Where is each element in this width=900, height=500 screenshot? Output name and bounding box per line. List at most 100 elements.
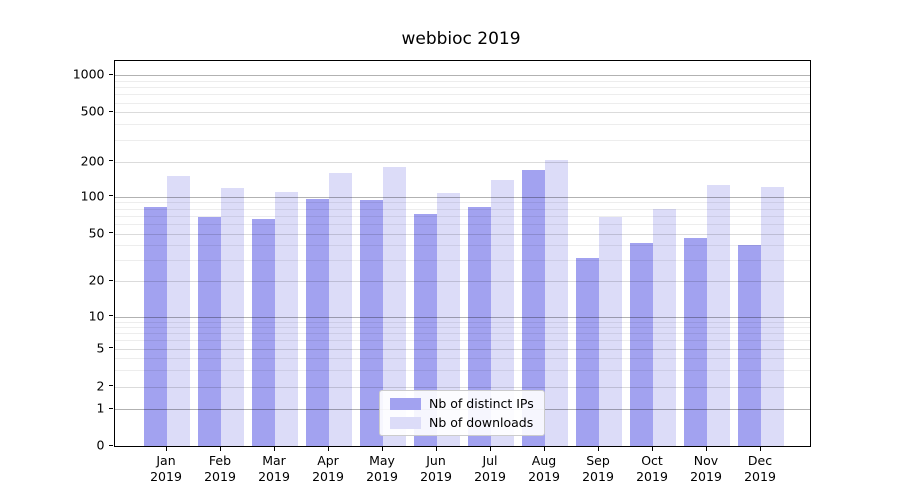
y-tick-mark-0 (108, 444, 113, 446)
bar-feb-downloads (221, 187, 244, 446)
y-tick-label-500: 500 (80, 103, 105, 119)
bar-may-distinct-ips (360, 200, 383, 446)
gridline-y-2 (114, 386, 810, 388)
y-tick-mark-500 (108, 110, 113, 113)
x-tick-label-dec: Dec 2019 (744, 453, 776, 484)
y-tick-label-20: 20 (88, 272, 105, 288)
gridline-y-40 (114, 245, 810, 247)
bar-apr-distinct-ips (306, 198, 329, 446)
y-tick-label-1000: 1000 (72, 66, 105, 82)
x-tick-mark-jun (435, 446, 437, 451)
gridline-y-70 (114, 215, 810, 217)
bar-mar-distinct-ips (252, 218, 275, 446)
gridline-y-800 (114, 87, 810, 88)
bar-jun-distinct-ips (414, 214, 437, 446)
x-tick-mark-jan (165, 446, 167, 451)
gridline-y-9 (114, 321, 810, 323)
bar-may-downloads (383, 167, 406, 446)
x-tick-label-jul: Jul 2019 (474, 453, 506, 484)
legend-item-distinct-ips: Nb of distinct IPs (380, 396, 544, 411)
gridline-y-80 (114, 208, 810, 210)
gridline-y-100 (114, 196, 810, 198)
x-tick-label-feb: Feb 2019 (204, 453, 236, 484)
legend-swatch-downloads (390, 416, 421, 429)
y-tick-mark-200 (108, 160, 113, 162)
gridline-y-50 (114, 233, 810, 235)
bar-aug-downloads (545, 159, 568, 446)
x-tick-label-jun: Jun 2019 (420, 453, 452, 484)
gridline-y-1000 (114, 75, 810, 76)
y-tick-mark-10 (108, 315, 113, 317)
x-tick-mark-sep (597, 446, 599, 451)
gridline-y-6 (114, 340, 810, 342)
bar-sep-downloads (599, 217, 622, 446)
x-tick-label-oct: Oct 2019 (636, 453, 668, 484)
gridline-y-700 (114, 94, 810, 96)
y-tick-label-5: 5 (96, 340, 105, 355)
gridline-y-20 (114, 281, 810, 282)
x-tick-mark-apr (327, 446, 329, 451)
bar-aug-distinct-ips (522, 169, 545, 446)
y-tick-label-2: 2 (96, 378, 105, 393)
x-tick-mark-dec (759, 446, 761, 451)
y-tick-mark-5 (108, 347, 113, 349)
gridline-y-3 (114, 369, 810, 371)
x-tick-mark-feb (219, 446, 221, 451)
gridline-y-60 (114, 224, 810, 225)
gridline-y-900 (114, 80, 810, 82)
gridline-y-30 (114, 260, 810, 262)
x-tick-label-sep: Sep 2019 (582, 453, 614, 484)
bar-jan-distinct-ips (144, 207, 167, 446)
legend-label-distinct-ips: Nb of distinct IPs (429, 396, 534, 411)
bar-dec-downloads (761, 187, 784, 446)
x-tick-mark-oct (651, 446, 653, 451)
y-tick-label-0: 0 (96, 437, 105, 453)
bar-nov-distinct-ips (684, 238, 707, 446)
y-tick-mark-50 (108, 232, 113, 234)
y-tick-label-100: 100 (80, 188, 105, 204)
x-tick-label-nov: Nov 2019 (690, 453, 722, 484)
x-tick-mark-aug (543, 446, 545, 451)
x-tick-mark-nov (705, 446, 707, 451)
x-tick-label-jan: Jan 2019 (150, 453, 182, 484)
legend-swatch-distinct-ips (390, 397, 421, 410)
bar-feb-distinct-ips (198, 216, 221, 446)
gridline-y-400 (114, 124, 810, 126)
y-tick-mark-1000 (108, 73, 113, 75)
y-tick-mark-1 (108, 407, 113, 409)
x-tick-label-apr: Apr 2019 (312, 453, 344, 484)
legend-item-downloads: Nb of downloads (380, 415, 544, 430)
y-tick-label-200: 200 (80, 153, 105, 169)
bar-jun-downloads (437, 192, 460, 446)
bar-oct-distinct-ips (630, 242, 653, 446)
bar-jul-distinct-ips (468, 207, 491, 446)
legend: Nb of distinct IPs Nb of downloads (379, 390, 545, 436)
y-tick-mark-20 (108, 279, 113, 281)
bar-oct-downloads (653, 209, 676, 446)
gridline-y-600 (114, 102, 810, 104)
x-tick-mark-mar (273, 446, 275, 451)
y-tick-mark-100 (108, 195, 113, 197)
gridline-y-200 (114, 161, 810, 163)
gridline-y-10 (114, 316, 810, 318)
chart-title: webbioc 2019 (401, 29, 521, 49)
gridline-y-7 (114, 333, 810, 335)
bar-jul-downloads (491, 180, 514, 446)
bar-jan-downloads (167, 176, 190, 446)
x-tick-mark-jul (489, 446, 491, 451)
gridline-y-4 (114, 357, 810, 359)
x-tick-mark-may (381, 446, 383, 451)
y-tick-mark-2 (108, 385, 113, 387)
gridline-y-5 (114, 348, 810, 350)
legend-label-downloads: Nb of downloads (429, 415, 534, 430)
plot-area (113, 60, 811, 447)
gridline-y-500 (114, 112, 810, 114)
x-tick-label-mar: Mar 2019 (258, 453, 290, 484)
bar-dec-distinct-ips (738, 245, 761, 446)
x-tick-label-aug: Aug 2019 (528, 453, 560, 484)
gridline-y-90 (114, 202, 810, 204)
x-tick-label-may: May 2019 (366, 453, 398, 484)
gridline-y-300 (114, 139, 810, 141)
bar-apr-downloads (329, 173, 352, 446)
